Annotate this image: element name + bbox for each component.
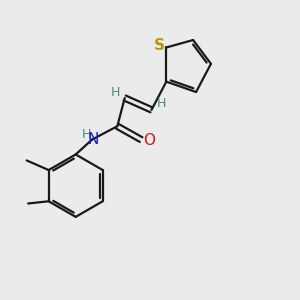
Text: O: O [143,133,155,148]
Text: N: N [88,131,99,146]
Text: H: H [156,98,166,110]
Text: H: H [82,128,92,141]
Text: H: H [110,85,120,98]
Text: S: S [154,38,165,53]
